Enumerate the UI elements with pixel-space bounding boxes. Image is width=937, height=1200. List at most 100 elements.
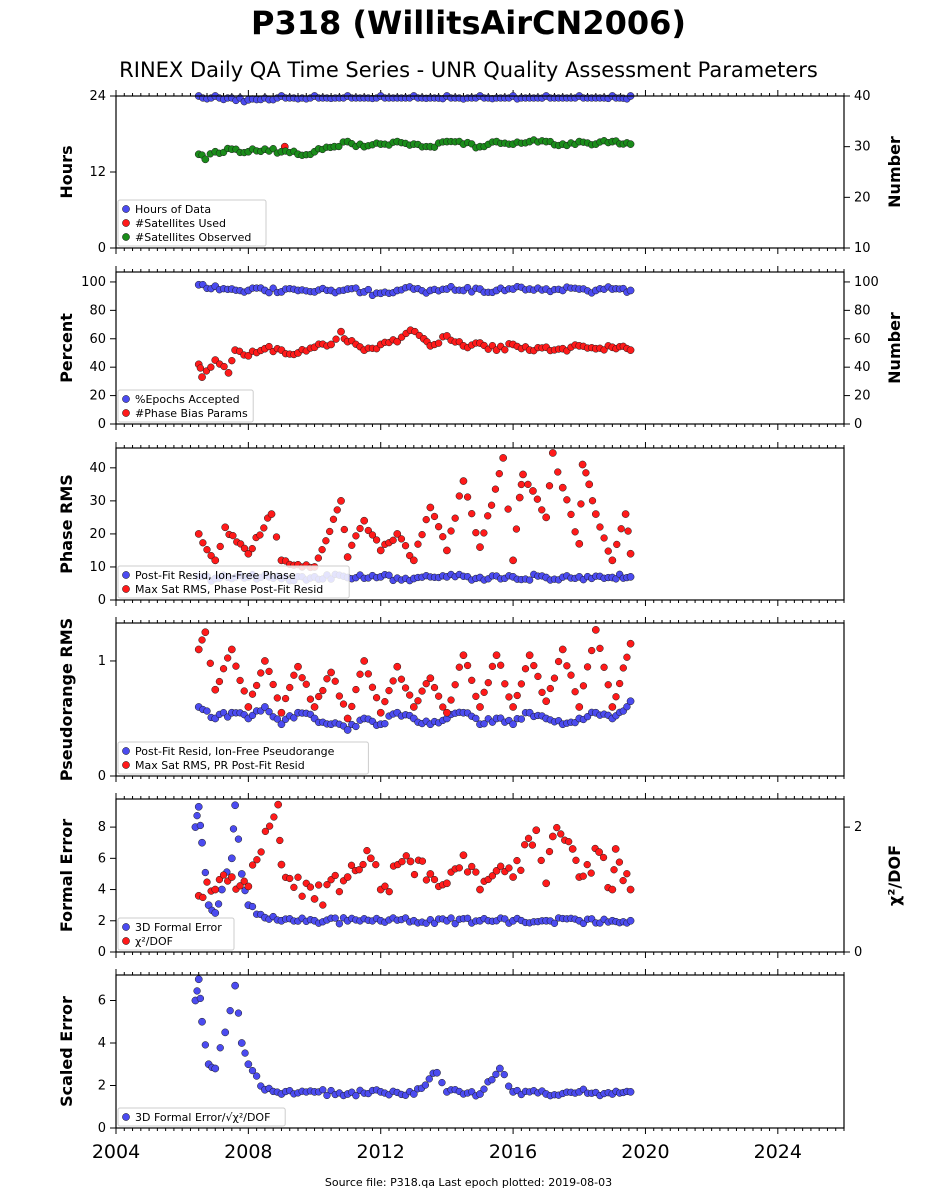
data-point [595,848,603,856]
data-point-fill [252,1072,261,1080]
data-point-fill [256,531,264,539]
data-point [211,885,220,894]
y2-tick-label: 30 [854,140,871,155]
data-point-fill [463,661,472,670]
data-point-fill [583,860,591,869]
data-point [194,645,203,654]
data-point [558,645,567,654]
data-point-fill [600,534,608,542]
data-point-fill [257,848,265,856]
data-point-fill [306,695,315,703]
data-point-fill [497,862,505,870]
data-point-fill [381,720,389,728]
data-point-fill [623,870,631,878]
data-point-fill [517,866,525,874]
data-point-fill [290,714,298,722]
data-point-fill [352,685,360,694]
y-axis-label: Phase RMS [57,474,76,574]
data-point [542,879,551,888]
data-point [294,662,302,671]
data-point-fill [276,836,284,845]
data-point-fill [352,1092,360,1100]
data-point-fill [472,692,480,701]
data-point-fill [402,852,410,860]
data-point-fill [229,532,237,540]
data-point-fill [269,680,277,689]
data-point [198,838,206,847]
y-tick-label: 2 [98,914,106,929]
data-point [492,651,501,660]
data-point [532,826,541,835]
data-point-fill [290,883,298,892]
y2-tick-label: 2 [854,820,862,835]
x-tick-label: 2016 [489,1141,537,1163]
data-point-fill [525,576,534,584]
data-point-fill [216,1044,224,1052]
y-tick-label: 0 [98,1121,106,1136]
data-point-fill [331,914,339,922]
data-point-fill [438,1078,446,1087]
data-point-fill [260,524,268,532]
data-point-fill [577,500,585,508]
data-point-fill [372,860,380,869]
data-point-fill [571,528,579,536]
x-tick-label: 2024 [754,1141,802,1163]
data-point-fill [257,669,265,677]
data-point [443,546,451,555]
legend-label: #Satellites Used [135,217,226,230]
y2-tick-label: 20 [854,389,871,404]
data-point-fill [398,858,406,866]
data-point [274,800,282,809]
data-point [310,895,319,903]
data-point-fill [240,544,249,552]
data-point [626,697,635,706]
data-point [211,685,220,694]
data-point [409,1090,418,1098]
legend-marker [122,923,130,931]
data-point-fill [472,868,480,876]
data-point-fill [599,853,608,862]
data-point [626,573,635,581]
plot-frame [115,271,845,425]
data-point [608,556,617,565]
data-point [626,916,635,925]
data-point-fill [272,533,281,541]
data-point-fill [347,861,356,869]
data-point-fill [265,289,273,297]
legend-box [117,565,350,599]
y-tick-label: 40 [89,461,106,476]
data-point-fill [273,715,281,723]
data-point-fill [253,856,261,864]
y-axis-label: Pseudorange RMS [57,618,76,781]
data-point-fill [356,670,364,678]
data-point [626,1088,635,1096]
data-point-fill [319,1086,327,1094]
data-point [227,854,236,863]
data-point-fill [517,715,526,723]
data-point [578,460,587,469]
data-point-fill [583,663,592,671]
data-point-fill [314,554,322,562]
data-point-fill [500,1070,508,1079]
data-point-fill [252,681,261,690]
data-point [443,708,451,717]
data-point-fill [389,677,397,685]
data-point-fill [571,688,579,696]
data-point-fill [196,821,205,830]
data-point-fill [468,676,476,684]
data-point-fill [203,878,211,886]
legend-label: #Satellites Observed [135,231,251,244]
data-point [626,346,635,354]
data-point-fill [207,363,215,371]
data-point-fill [372,694,381,702]
data-point [198,1017,206,1026]
data-point-fill [434,523,443,531]
data-point [376,708,385,717]
data-point-fill [538,688,546,697]
data-point-fill [545,847,554,856]
data-point-fill [220,362,228,371]
data-point [237,870,246,878]
data-point-fill [241,1049,249,1057]
data-point-fill [491,485,500,493]
data-point [393,337,402,346]
